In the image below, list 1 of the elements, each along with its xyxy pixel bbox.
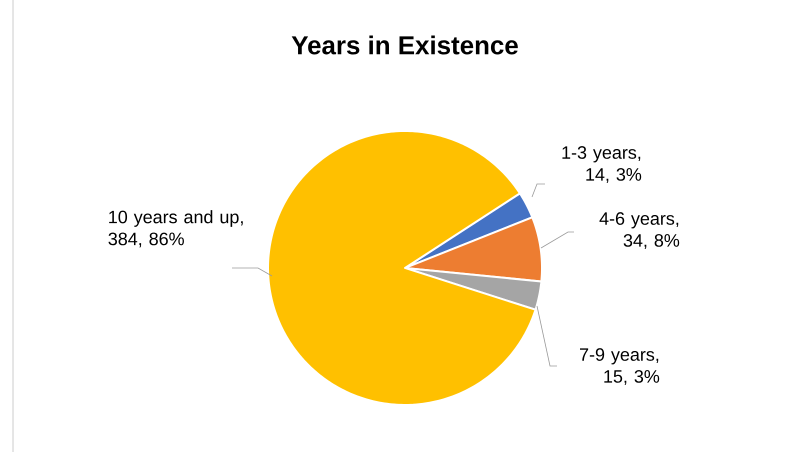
chart-title: Years in Existence [292, 35, 518, 54]
